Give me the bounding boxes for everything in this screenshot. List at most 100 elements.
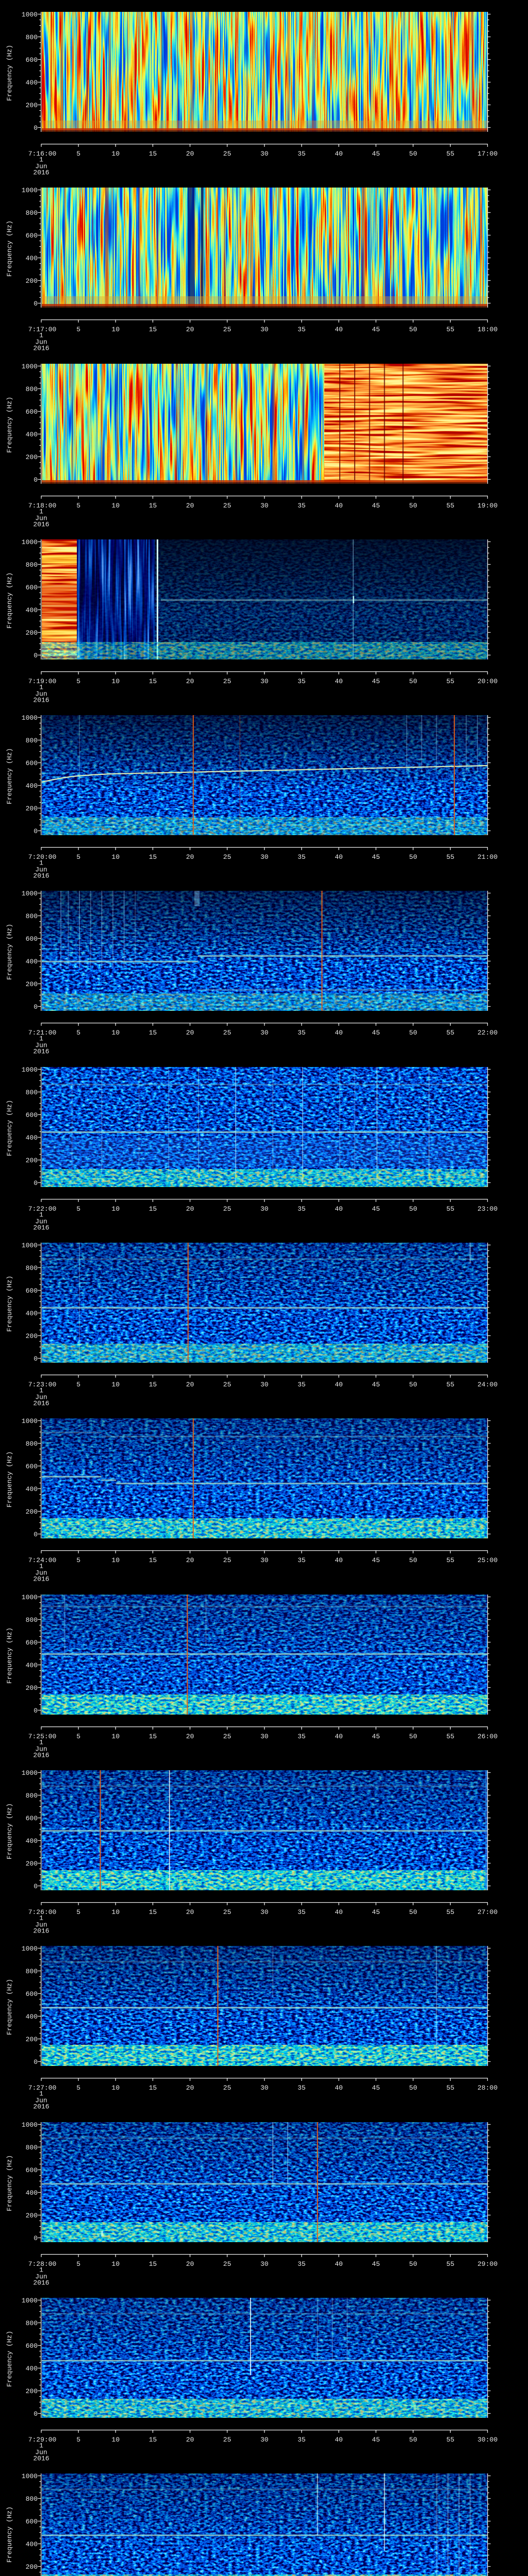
svg-text:10: 10 <box>111 2260 120 2268</box>
svg-text:400: 400 <box>26 431 38 438</box>
svg-text:800: 800 <box>26 2319 38 2327</box>
svg-text:600: 600 <box>26 1639 38 1647</box>
svg-text:55: 55 <box>447 1556 455 1564</box>
svg-text:30: 30 <box>260 150 269 158</box>
svg-text:1: 1 <box>39 156 43 164</box>
svg-text:50: 50 <box>409 2260 417 2268</box>
svg-text:20: 20 <box>186 1733 194 1740</box>
svg-text:400: 400 <box>26 1485 38 1493</box>
svg-text:18:00: 18:00 <box>477 326 498 333</box>
svg-text:7:18:00: 7:18:00 <box>28 502 57 510</box>
svg-text:30: 30 <box>260 853 269 861</box>
svg-text:Jun: Jun <box>35 1218 47 1226</box>
svg-text:45: 45 <box>372 677 380 685</box>
svg-text:Jun: Jun <box>35 338 47 346</box>
svg-text:200: 200 <box>26 1157 38 1164</box>
svg-text:0: 0 <box>34 1003 38 1011</box>
svg-text:40: 40 <box>335 2436 343 2444</box>
svg-text:600: 600 <box>26 935 38 943</box>
svg-text:20: 20 <box>186 150 194 158</box>
svg-text:1: 1 <box>39 332 43 340</box>
svg-text:50: 50 <box>409 2084 417 2092</box>
svg-text:30: 30 <box>260 2260 269 2268</box>
svg-text:600: 600 <box>26 1287 38 1295</box>
svg-text:7:20:00: 7:20:00 <box>28 853 57 861</box>
svg-text:800: 800 <box>26 2495 38 2503</box>
svg-text:200: 200 <box>26 1684 38 1692</box>
svg-text:Jun: Jun <box>35 2449 47 2456</box>
svg-text:800: 800 <box>26 561 38 569</box>
svg-text:30: 30 <box>260 1381 269 1388</box>
svg-text:400: 400 <box>26 2365 38 2372</box>
svg-text:30: 30 <box>260 677 269 685</box>
svg-text:400: 400 <box>26 2189 38 2197</box>
svg-text:1: 1 <box>39 1739 43 1747</box>
svg-text:7:26:00: 7:26:00 <box>28 1908 57 1916</box>
svg-text:10: 10 <box>111 1556 120 1564</box>
svg-text:400: 400 <box>26 782 38 790</box>
svg-text:15: 15 <box>149 1556 157 1564</box>
svg-text:30: 30 <box>260 1908 269 1916</box>
svg-text:25: 25 <box>223 1381 232 1388</box>
svg-text:Frequency (Hz): Frequency (Hz) <box>6 1100 13 1156</box>
svg-text:0: 0 <box>34 652 38 659</box>
svg-text:0: 0 <box>34 1707 38 1715</box>
svg-text:800: 800 <box>26 33 38 41</box>
svg-text:25: 25 <box>223 502 232 510</box>
svg-text:0: 0 <box>34 827 38 835</box>
svg-text:45: 45 <box>372 326 380 333</box>
svg-text:50: 50 <box>409 502 417 510</box>
svg-text:7:16:00: 7:16:00 <box>28 150 57 158</box>
svg-text:20: 20 <box>186 853 194 861</box>
svg-text:45: 45 <box>372 2436 380 2444</box>
svg-text:2016: 2016 <box>33 2279 49 2287</box>
svg-text:7:19:00: 7:19:00 <box>28 677 57 685</box>
svg-text:7:24:00: 7:24:00 <box>28 1556 57 1564</box>
svg-text:25: 25 <box>223 1029 232 1037</box>
svg-text:0: 0 <box>34 300 38 308</box>
svg-text:800: 800 <box>26 1440 38 1448</box>
svg-text:400: 400 <box>26 1662 38 1669</box>
svg-text:600: 600 <box>26 2518 38 2526</box>
svg-text:24:00: 24:00 <box>477 1381 498 1388</box>
svg-text:40: 40 <box>335 2260 343 2268</box>
svg-text:0: 0 <box>34 124 38 132</box>
svg-text:1000: 1000 <box>22 538 38 546</box>
svg-text:7:29:00: 7:29:00 <box>28 2436 57 2444</box>
svg-text:45: 45 <box>372 1381 380 1388</box>
svg-text:Jun: Jun <box>35 2273 47 2281</box>
svg-text:5: 5 <box>76 853 80 861</box>
svg-text:25: 25 <box>223 853 232 861</box>
svg-text:50: 50 <box>409 1029 417 1037</box>
svg-text:10: 10 <box>111 1205 120 1213</box>
svg-text:35: 35 <box>298 1733 306 1740</box>
svg-text:30: 30 <box>260 1556 269 1564</box>
svg-text:400: 400 <box>26 1134 38 1142</box>
svg-text:7:27:00: 7:27:00 <box>28 2084 57 2092</box>
svg-text:35: 35 <box>298 2084 306 2092</box>
svg-text:1000: 1000 <box>22 363 38 370</box>
svg-text:Jun: Jun <box>35 1745 47 1753</box>
svg-text:10: 10 <box>111 150 120 158</box>
svg-text:20: 20 <box>186 1205 194 1213</box>
svg-text:40: 40 <box>335 677 343 685</box>
svg-text:400: 400 <box>26 606 38 614</box>
svg-text:55: 55 <box>447 677 455 685</box>
svg-text:45: 45 <box>372 150 380 158</box>
svg-text:30: 30 <box>260 1205 269 1213</box>
svg-text:800: 800 <box>26 912 38 920</box>
svg-text:200: 200 <box>26 805 38 812</box>
svg-text:Jun: Jun <box>35 163 47 171</box>
svg-text:50: 50 <box>409 1381 417 1388</box>
svg-text:Frequency (Hz): Frequency (Hz) <box>6 1803 13 1859</box>
svg-text:0: 0 <box>34 476 38 484</box>
svg-text:15: 15 <box>149 1733 157 1740</box>
svg-text:2016: 2016 <box>33 1752 49 1759</box>
svg-text:10: 10 <box>111 2084 120 2092</box>
svg-text:Jun: Jun <box>35 866 47 874</box>
svg-text:Frequency (Hz): Frequency (Hz) <box>6 924 13 980</box>
svg-text:7:17:00: 7:17:00 <box>28 326 57 333</box>
svg-text:1: 1 <box>39 859 43 867</box>
svg-text:45: 45 <box>372 1205 380 1213</box>
svg-text:1000: 1000 <box>22 2121 38 2129</box>
